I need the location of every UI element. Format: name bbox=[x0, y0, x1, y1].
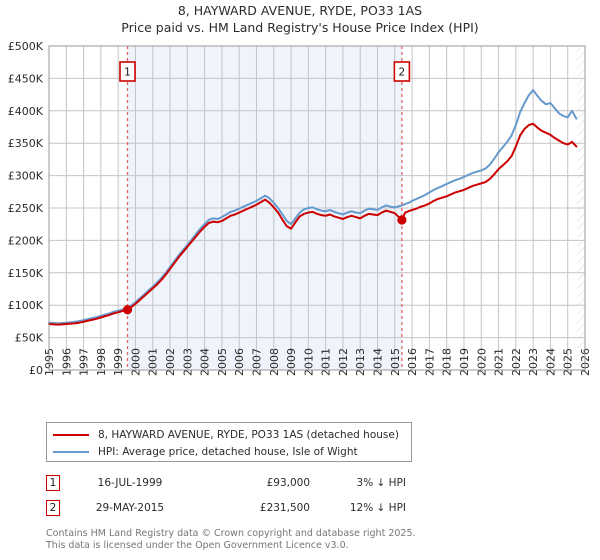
sale-badge-2: 2 bbox=[46, 499, 60, 516]
legend-swatch-red bbox=[53, 434, 89, 436]
svg-text:2011: 2011 bbox=[320, 348, 333, 376]
svg-text:2018: 2018 bbox=[441, 348, 454, 376]
table-row[interactable]: 2 29-MAY-2015 £231,500 12% ↓ HPI bbox=[46, 495, 466, 520]
svg-text:£300K: £300K bbox=[8, 170, 44, 183]
svg-text:2015: 2015 bbox=[389, 348, 402, 376]
svg-text:2: 2 bbox=[399, 67, 406, 79]
svg-text:2001: 2001 bbox=[147, 348, 160, 376]
svg-text:£50K: £50K bbox=[15, 332, 44, 345]
svg-text:2012: 2012 bbox=[337, 348, 350, 376]
svg-text:2019: 2019 bbox=[458, 348, 471, 376]
svg-text:2002: 2002 bbox=[164, 348, 177, 376]
legend-label-price-paid: 8, HAYWARD AVENUE, RYDE, PO33 1AS (detac… bbox=[98, 429, 399, 441]
svg-text:1996: 1996 bbox=[60, 348, 73, 376]
legend-label-hpi: HPI: Average price, detached house, Isle… bbox=[98, 446, 358, 458]
sale-badge-1: 1 bbox=[46, 474, 60, 491]
svg-text:£0: £0 bbox=[29, 364, 43, 377]
svg-text:1999: 1999 bbox=[112, 348, 125, 376]
chart-legend: 8, HAYWARD AVENUE, RYDE, PO33 1AS (detac… bbox=[46, 422, 412, 462]
svg-text:2003: 2003 bbox=[181, 348, 194, 376]
data-series bbox=[48, 89, 578, 326]
svg-text:2009: 2009 bbox=[285, 348, 298, 376]
svg-text:2014: 2014 bbox=[372, 348, 385, 376]
svg-text:2021: 2021 bbox=[493, 348, 506, 376]
x-axis-tick-labels: 1995 1996 1997 1998 1999 2000 2001 2002 2003 2004… bbox=[43, 348, 592, 376]
svg-text:£200K: £200K bbox=[8, 234, 44, 247]
svg-text:2004: 2004 bbox=[199, 348, 212, 376]
sale-price-2: £231,500 bbox=[259, 501, 310, 514]
sale-date-1: 16-JUL-1999 bbox=[97, 476, 163, 489]
svg-text:2008: 2008 bbox=[268, 348, 281, 376]
svg-text:2000: 2000 bbox=[129, 348, 142, 376]
y-axis-tick-labels: £0 £50K £100K £150K £200K £250K £300K £350K £400… bbox=[8, 40, 44, 377]
svg-text:£400K: £400K bbox=[8, 105, 44, 118]
legend-swatch-blue bbox=[53, 451, 89, 453]
svg-text:1997: 1997 bbox=[78, 348, 91, 376]
sale-event-points bbox=[122, 215, 407, 315]
sale-hpi-delta-2: 12% ↓ HPI bbox=[349, 501, 406, 514]
title-line-1: 8, HAYWARD AVENUE, RYDE, PO33 1AS bbox=[177, 3, 423, 18]
price-history-chart: £0 £50K £100K £150K £200K £250K £300K £350K £400… bbox=[8, 40, 592, 377]
svg-text:£450K: £450K bbox=[8, 72, 44, 85]
svg-text:2006: 2006 bbox=[233, 348, 246, 376]
copyright-footer: Contains HM Land Registry data © Crown c… bbox=[46, 528, 586, 551]
svg-text:2010: 2010 bbox=[302, 348, 315, 376]
svg-text:£350K: £350K bbox=[8, 137, 44, 150]
svg-text:2020: 2020 bbox=[475, 348, 488, 376]
svg-text:2016: 2016 bbox=[406, 348, 419, 376]
sale-price-1: £93,000 bbox=[266, 476, 310, 489]
svg-text:1998: 1998 bbox=[95, 348, 108, 376]
svg-text:2005: 2005 bbox=[216, 348, 229, 376]
svg-text:£500K: £500K bbox=[8, 40, 44, 53]
sale-event-lines bbox=[126, 46, 403, 370]
footer-line-2: This data is licensed under the Open Gov… bbox=[46, 539, 349, 551]
sales-table: 1 16-JUL-1999 £93,000 3% ↓ HPI 2 29-MAY-… bbox=[46, 470, 466, 520]
svg-text:2013: 2013 bbox=[354, 348, 367, 376]
legend-item-price-paid: 8, HAYWARD AVENUE, RYDE, PO33 1AS (detac… bbox=[53, 427, 405, 443]
page-title: 8, HAYWARD AVENUE, RYDE, PO33 1AS Price … bbox=[0, 2, 600, 36]
svg-text:2025: 2025 bbox=[562, 348, 575, 376]
title-line-2: Price paid vs. HM Land Registry's House … bbox=[121, 20, 479, 35]
svg-text:2007: 2007 bbox=[250, 348, 263, 376]
svg-text:2023: 2023 bbox=[527, 348, 540, 376]
legend-item-hpi: HPI: Average price, detached house, Isle… bbox=[53, 444, 405, 460]
svg-text:2017: 2017 bbox=[423, 348, 436, 376]
svg-text:2022: 2022 bbox=[510, 348, 523, 376]
svg-text:2024: 2024 bbox=[544, 348, 557, 376]
svg-text:1: 1 bbox=[124, 67, 131, 79]
svg-text:£150K: £150K bbox=[8, 267, 44, 280]
svg-text:£100K: £100K bbox=[8, 299, 44, 312]
table-row[interactable]: 1 16-JUL-1999 £93,000 3% ↓ HPI bbox=[46, 470, 466, 495]
sale-hpi-delta-1: 3% ↓ HPI bbox=[356, 476, 406, 489]
footer-line-1: Contains HM Land Registry data © Crown c… bbox=[46, 528, 416, 539]
svg-text:£250K: £250K bbox=[8, 202, 44, 215]
plot-border bbox=[48, 45, 586, 371]
sale-date-2: 29-MAY-2015 bbox=[95, 501, 165, 514]
